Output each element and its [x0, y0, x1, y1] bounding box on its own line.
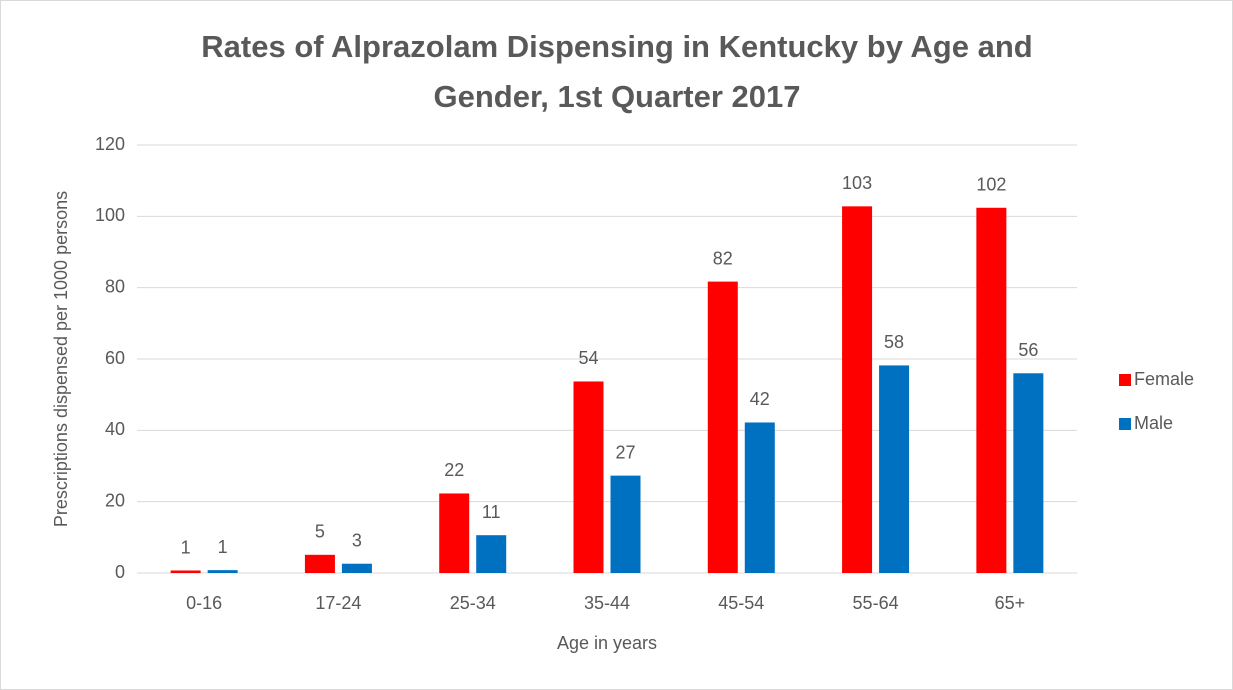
x-tick-label: 55-64	[853, 593, 899, 613]
x-axis-title: Age in years	[557, 633, 657, 653]
data-label: 56	[1018, 340, 1038, 360]
y-tick-label: 80	[105, 276, 125, 296]
y-tick-label: 100	[95, 205, 125, 225]
chart-title: Rates of Alprazolam Dispensing in Kentuc…	[201, 29, 1033, 114]
y-tick-label: 0	[115, 562, 125, 582]
data-label: 1	[218, 537, 228, 557]
x-tick-label: 0-16	[186, 593, 222, 613]
data-label: 103	[842, 173, 872, 193]
y-tick-label: 120	[95, 134, 125, 154]
x-tick-label: 65+	[995, 593, 1026, 613]
bar	[439, 493, 470, 573]
data-label: 3	[352, 530, 362, 550]
bar	[1013, 373, 1044, 573]
data-label: 22	[444, 460, 464, 480]
bar	[207, 570, 238, 573]
bar	[573, 381, 604, 573]
x-tick-label: 25-34	[450, 593, 496, 613]
y-tick-label: 60	[105, 348, 125, 368]
legend-swatch	[1119, 418, 1131, 430]
data-label: 102	[976, 175, 1006, 195]
bar	[707, 281, 738, 573]
x-tick-label: 45-54	[718, 593, 764, 613]
data-label: 82	[713, 248, 733, 268]
bar	[976, 207, 1007, 574]
bar	[744, 422, 775, 573]
bar	[341, 563, 372, 573]
bar	[476, 535, 507, 573]
bar	[879, 365, 910, 573]
data-label: 58	[884, 332, 904, 352]
data-label: 27	[615, 442, 635, 462]
y-tick-label: 20	[105, 490, 125, 510]
legend-label: Female	[1134, 369, 1194, 389]
legend-swatch	[1119, 374, 1131, 386]
data-label: 42	[750, 389, 770, 409]
data-label: 54	[578, 348, 598, 368]
y-axis-title: Prescriptions dispensed per 1000 persons	[51, 191, 71, 527]
data-label: 11	[482, 502, 501, 522]
bar	[842, 206, 873, 573]
y-tick-label: 40	[105, 419, 125, 439]
data-label: 5	[315, 522, 325, 542]
data-label: 1	[181, 537, 191, 557]
bar	[610, 475, 641, 573]
x-tick-label: 17-24	[315, 593, 361, 613]
bar	[304, 554, 335, 573]
legend-label: Male	[1134, 413, 1173, 433]
bar	[170, 570, 201, 573]
x-tick-label: 35-44	[584, 593, 630, 613]
